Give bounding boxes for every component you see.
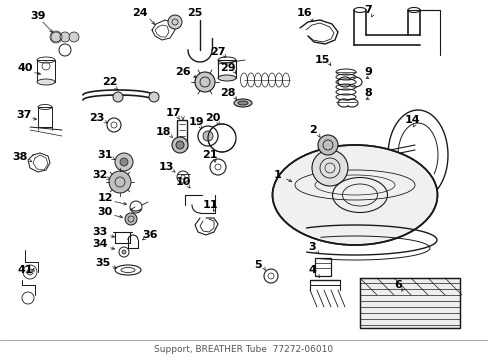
Circle shape	[69, 32, 79, 42]
Text: 7: 7	[364, 5, 371, 15]
Text: 15: 15	[314, 55, 329, 65]
Text: 40: 40	[17, 63, 33, 73]
Circle shape	[51, 32, 61, 42]
Circle shape	[120, 158, 128, 166]
Text: 22: 22	[102, 77, 118, 87]
Text: 29: 29	[220, 63, 235, 73]
Text: 36: 36	[142, 230, 158, 240]
Bar	[38, 107, 52, 127]
Ellipse shape	[272, 145, 437, 245]
Text: 27: 27	[210, 47, 225, 57]
Text: 5: 5	[254, 260, 261, 270]
Circle shape	[172, 137, 187, 153]
Text: 8: 8	[364, 88, 371, 98]
Text: 18: 18	[155, 127, 170, 137]
Text: 12: 12	[97, 193, 113, 203]
Text: 17: 17	[165, 108, 181, 118]
Text: 9: 9	[364, 67, 371, 77]
Text: 3: 3	[307, 242, 315, 252]
Circle shape	[125, 213, 137, 225]
Circle shape	[311, 150, 347, 186]
Text: 2: 2	[308, 125, 316, 135]
Text: 32: 32	[92, 170, 107, 180]
Text: 33: 33	[92, 227, 107, 237]
Text: 35: 35	[95, 258, 110, 268]
Text: 14: 14	[405, 115, 420, 125]
Text: 4: 4	[307, 265, 315, 275]
Text: 6: 6	[393, 280, 401, 290]
Text: 25: 25	[187, 8, 202, 18]
Circle shape	[203, 131, 213, 141]
Circle shape	[176, 141, 183, 149]
Circle shape	[60, 32, 70, 42]
Circle shape	[168, 15, 182, 29]
Bar	[359, 278, 459, 328]
Text: 24: 24	[132, 8, 147, 18]
Circle shape	[27, 269, 33, 275]
Text: 10: 10	[175, 177, 190, 187]
Text: 28: 28	[220, 88, 235, 98]
Circle shape	[122, 250, 126, 254]
Text: 26: 26	[175, 67, 190, 77]
Circle shape	[195, 72, 215, 92]
Text: 19: 19	[188, 117, 203, 127]
Ellipse shape	[234, 99, 251, 107]
Text: 23: 23	[89, 113, 104, 123]
Text: 38: 38	[12, 152, 28, 162]
Circle shape	[149, 92, 159, 102]
Bar	[37, 60, 55, 82]
Text: 20: 20	[205, 113, 220, 123]
Bar	[177, 120, 186, 148]
Text: 39: 39	[30, 11, 46, 21]
Circle shape	[317, 135, 337, 155]
Circle shape	[113, 92, 123, 102]
Text: 34: 34	[92, 239, 107, 249]
Text: 11: 11	[202, 200, 217, 210]
Text: 16: 16	[297, 8, 312, 18]
Ellipse shape	[218, 75, 236, 81]
Text: 1: 1	[274, 170, 281, 180]
Text: 21: 21	[202, 150, 217, 160]
Text: 31: 31	[97, 150, 112, 160]
Circle shape	[115, 153, 133, 171]
Text: 41: 41	[17, 265, 33, 275]
Ellipse shape	[238, 101, 247, 105]
Text: Support, BREATHER Tube  77272-06010: Support, BREATHER Tube 77272-06010	[154, 346, 333, 355]
Text: 30: 30	[97, 207, 112, 217]
Text: 37: 37	[16, 110, 32, 120]
Ellipse shape	[37, 79, 55, 85]
Bar	[314, 258, 330, 276]
Bar	[359, 278, 459, 328]
Bar	[218, 60, 236, 78]
Text: 13: 13	[158, 162, 173, 172]
Circle shape	[109, 171, 131, 193]
